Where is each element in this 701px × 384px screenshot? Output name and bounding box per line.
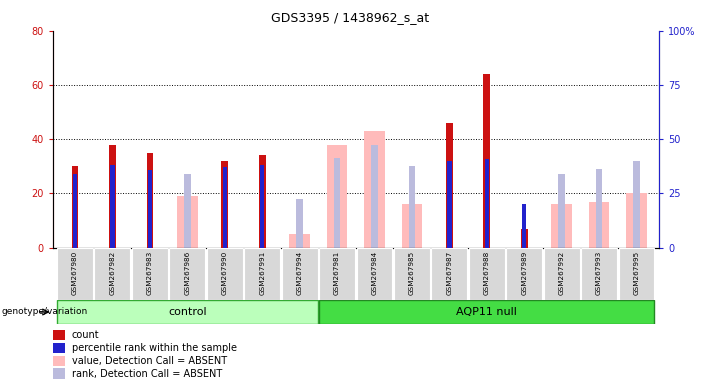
- Text: control: control: [168, 307, 207, 317]
- Bar: [371, 145, 378, 248]
- Text: GSM267988: GSM267988: [484, 250, 490, 295]
- Text: GSM267990: GSM267990: [222, 250, 228, 295]
- Bar: [222, 167, 227, 248]
- Bar: [319, 300, 655, 324]
- Bar: [148, 170, 152, 248]
- Text: GSM267989: GSM267989: [521, 250, 527, 295]
- Text: value, Detection Call = ABSENT: value, Detection Call = ABSENT: [72, 356, 227, 366]
- Text: percentile rank within the sample: percentile rank within the sample: [72, 343, 237, 353]
- Text: GSM267985: GSM267985: [409, 250, 415, 295]
- Bar: [581, 248, 617, 300]
- Text: GSM267993: GSM267993: [596, 250, 602, 295]
- Text: AQP11 null: AQP11 null: [456, 307, 517, 317]
- Text: GSM267982: GSM267982: [109, 250, 116, 295]
- Bar: [334, 158, 341, 248]
- Bar: [447, 161, 451, 248]
- Bar: [109, 145, 116, 248]
- Text: GSM267994: GSM267994: [297, 250, 303, 295]
- Bar: [469, 248, 505, 300]
- Text: GSM267980: GSM267980: [72, 250, 78, 295]
- Text: GSM267987: GSM267987: [447, 250, 452, 295]
- Bar: [72, 166, 79, 248]
- Text: GSM267981: GSM267981: [334, 250, 340, 295]
- Text: rank, Detection Call = ABSENT: rank, Detection Call = ABSENT: [72, 369, 222, 379]
- Bar: [170, 248, 205, 300]
- Bar: [633, 161, 640, 248]
- Text: genotype/variation: genotype/variation: [1, 308, 88, 316]
- Bar: [394, 248, 430, 300]
- Bar: [319, 248, 355, 300]
- Bar: [521, 229, 528, 248]
- Bar: [596, 169, 602, 248]
- Bar: [177, 196, 198, 248]
- Bar: [57, 300, 318, 324]
- Bar: [506, 248, 542, 300]
- Bar: [409, 166, 415, 248]
- Text: count: count: [72, 330, 100, 340]
- Bar: [244, 248, 280, 300]
- Bar: [147, 153, 154, 248]
- Bar: [53, 369, 65, 379]
- Bar: [73, 174, 77, 248]
- Bar: [222, 161, 228, 248]
- Bar: [402, 204, 422, 248]
- Text: GSM267986: GSM267986: [184, 250, 191, 295]
- Bar: [53, 329, 65, 340]
- Bar: [57, 248, 93, 300]
- Bar: [626, 194, 647, 248]
- Bar: [446, 123, 453, 248]
- Bar: [484, 74, 490, 248]
- Bar: [618, 248, 655, 300]
- Bar: [95, 248, 130, 300]
- Bar: [357, 248, 393, 300]
- Bar: [184, 174, 191, 248]
- Bar: [544, 248, 580, 300]
- Bar: [260, 165, 264, 248]
- Bar: [551, 204, 572, 248]
- Bar: [282, 248, 318, 300]
- Text: GDS3395 / 1438962_s_at: GDS3395 / 1438962_s_at: [271, 12, 430, 25]
- Bar: [290, 234, 310, 248]
- Bar: [207, 248, 243, 300]
- Bar: [53, 356, 65, 366]
- Bar: [558, 174, 565, 248]
- Text: GSM267984: GSM267984: [372, 250, 377, 295]
- Bar: [484, 159, 489, 248]
- Text: GSM267995: GSM267995: [634, 250, 639, 295]
- Bar: [327, 145, 347, 248]
- Bar: [431, 248, 468, 300]
- Bar: [522, 204, 526, 248]
- Bar: [53, 343, 65, 353]
- Bar: [110, 165, 115, 248]
- Text: GSM267983: GSM267983: [147, 250, 153, 295]
- Bar: [365, 131, 385, 248]
- Bar: [297, 199, 303, 248]
- Text: GSM267992: GSM267992: [559, 250, 564, 295]
- Bar: [259, 156, 266, 248]
- Bar: [132, 248, 168, 300]
- Bar: [589, 202, 609, 248]
- Text: GSM267991: GSM267991: [259, 250, 265, 295]
